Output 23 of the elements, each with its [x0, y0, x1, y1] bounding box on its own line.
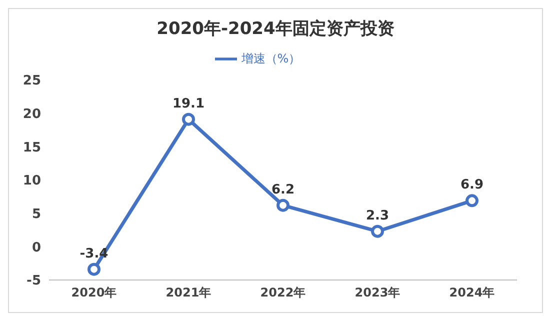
y-tick-label: 10	[22, 174, 41, 189]
y-tick-label: 15	[22, 140, 41, 156]
chart-title: 2020年-2024年固定资产投资	[156, 18, 396, 41]
x-tick-label: 2021年	[166, 286, 212, 300]
y-tick-label: -5	[26, 274, 41, 289]
x-tick-label: 2020年	[71, 286, 117, 300]
data-label: 2.3	[366, 208, 390, 224]
data-label: 6.2	[271, 182, 295, 198]
point	[276, 198, 290, 212]
y-tick-label: 25	[22, 74, 41, 89]
data-label: 19.1	[172, 96, 205, 112]
x-tick-label: 2023年	[354, 286, 400, 300]
y-tick-label: 0	[32, 240, 41, 256]
point	[88, 262, 100, 276]
point	[466, 194, 478, 208]
y-tick-label: 20	[22, 106, 41, 122]
data-label: 6.9	[460, 178, 484, 193]
x-tick-label: 2024年	[449, 286, 495, 300]
x-tick-label: 2022年	[260, 286, 306, 300]
point	[371, 224, 384, 238]
y-tick-label: 5	[32, 206, 41, 222]
point	[182, 112, 195, 126]
legend-label: 增速（%）	[241, 51, 301, 66]
